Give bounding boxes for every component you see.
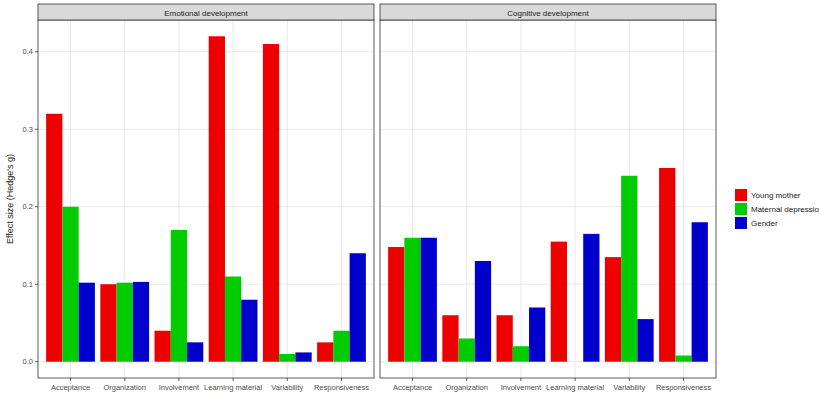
y-tick-label: 0.3 <box>23 125 33 134</box>
bar <box>605 257 621 362</box>
bar <box>551 242 567 362</box>
panel-bg <box>38 20 374 378</box>
bar <box>241 300 257 362</box>
legend-key <box>735 189 747 201</box>
bar <box>388 247 404 362</box>
bar <box>155 331 171 362</box>
grid-line-x <box>683 20 684 378</box>
bar <box>475 261 491 362</box>
bar <box>209 36 225 361</box>
bar <box>404 238 420 362</box>
grid-line-x <box>575 20 576 378</box>
bar <box>513 346 529 361</box>
bars <box>388 168 708 362</box>
bar <box>46 114 62 362</box>
grid-line-x <box>341 20 342 378</box>
x-tick <box>70 378 71 381</box>
y-tick <box>35 129 38 130</box>
x-tick-label: Organization <box>103 383 146 392</box>
bar <box>117 283 133 362</box>
x-tick-label: Variability <box>613 383 645 392</box>
legend-key <box>735 203 747 215</box>
bar <box>567 361 583 362</box>
bar <box>62 207 78 362</box>
x-tick <box>178 378 179 381</box>
grid-line-x <box>287 20 288 378</box>
bar <box>279 354 295 362</box>
bar <box>692 222 708 361</box>
y-axis-label: Effect size (Hedge's g) <box>5 154 15 244</box>
bar <box>333 331 349 362</box>
bar <box>497 315 513 361</box>
y-tick-label: 0.1 <box>23 280 33 289</box>
x-tick <box>575 378 576 381</box>
bar <box>225 276 241 361</box>
strip <box>38 4 374 20</box>
legend-key <box>735 217 747 229</box>
legend-label: Young mother <box>751 191 801 200</box>
bar <box>263 44 279 362</box>
bar <box>187 342 203 361</box>
x-tick-label: Involvement <box>501 383 542 392</box>
strip <box>380 4 716 20</box>
x-tick-label: Involvement <box>159 383 200 392</box>
y-tick <box>35 206 38 207</box>
legend-label: Maternal depression <box>751 205 819 214</box>
bar <box>421 238 437 362</box>
grid-line <box>380 51 716 52</box>
x-tick <box>520 378 521 381</box>
x-tick <box>287 378 288 381</box>
x-tick-label: Learning material <box>546 383 604 392</box>
grid-line <box>38 129 374 130</box>
bar <box>659 168 675 362</box>
bar <box>133 282 149 362</box>
bar <box>171 230 187 362</box>
bar <box>79 283 95 362</box>
y-tick-label: 0.4 <box>23 47 33 56</box>
x-tick <box>412 378 413 381</box>
bar <box>459 338 475 361</box>
bar <box>350 253 366 361</box>
x-tick <box>683 378 684 381</box>
x-tick-label: Variability <box>271 383 303 392</box>
x-tick <box>124 378 125 381</box>
grid-line <box>38 206 374 207</box>
y-tick <box>35 284 38 285</box>
x-tick-label: Learning material <box>204 383 262 392</box>
x-tick-label: Organization <box>445 383 488 392</box>
y-tick-label: 0.2 <box>23 202 33 211</box>
x-tick <box>629 378 630 381</box>
y-tick <box>35 361 38 362</box>
grid-line <box>38 51 374 52</box>
x-tick <box>341 378 342 381</box>
panel-frame <box>38 20 374 378</box>
grid-line-x <box>520 20 521 378</box>
y-tick-label: 0.0 <box>23 357 33 366</box>
bars <box>46 36 366 361</box>
bar <box>621 176 637 362</box>
x-tick <box>233 378 234 381</box>
panel-title: Cognitive development <box>507 9 589 18</box>
x-tick-label: Responsiveness <box>656 383 711 392</box>
panel-title: Emotional development <box>164 9 248 18</box>
x-tick-label: Acceptance <box>51 383 90 392</box>
bar <box>583 234 599 362</box>
bar <box>675 356 691 362</box>
panel-bg <box>380 20 716 378</box>
bar <box>442 315 458 361</box>
x-tick-label: Responsiveness <box>314 383 369 392</box>
x-tick <box>466 378 467 381</box>
legend-label: Gender <box>751 219 778 228</box>
grid-line <box>380 129 716 130</box>
panel-frame <box>380 20 716 378</box>
bar <box>100 284 116 361</box>
bar <box>295 352 311 361</box>
bar <box>529 307 545 361</box>
chart: Emotional development Acceptance Organizat… <box>0 0 819 399</box>
bar <box>317 342 333 361</box>
bar <box>637 319 653 362</box>
grid-line-x <box>466 20 467 378</box>
y-tick <box>35 51 38 52</box>
x-tick-label: Acceptance <box>393 383 432 392</box>
